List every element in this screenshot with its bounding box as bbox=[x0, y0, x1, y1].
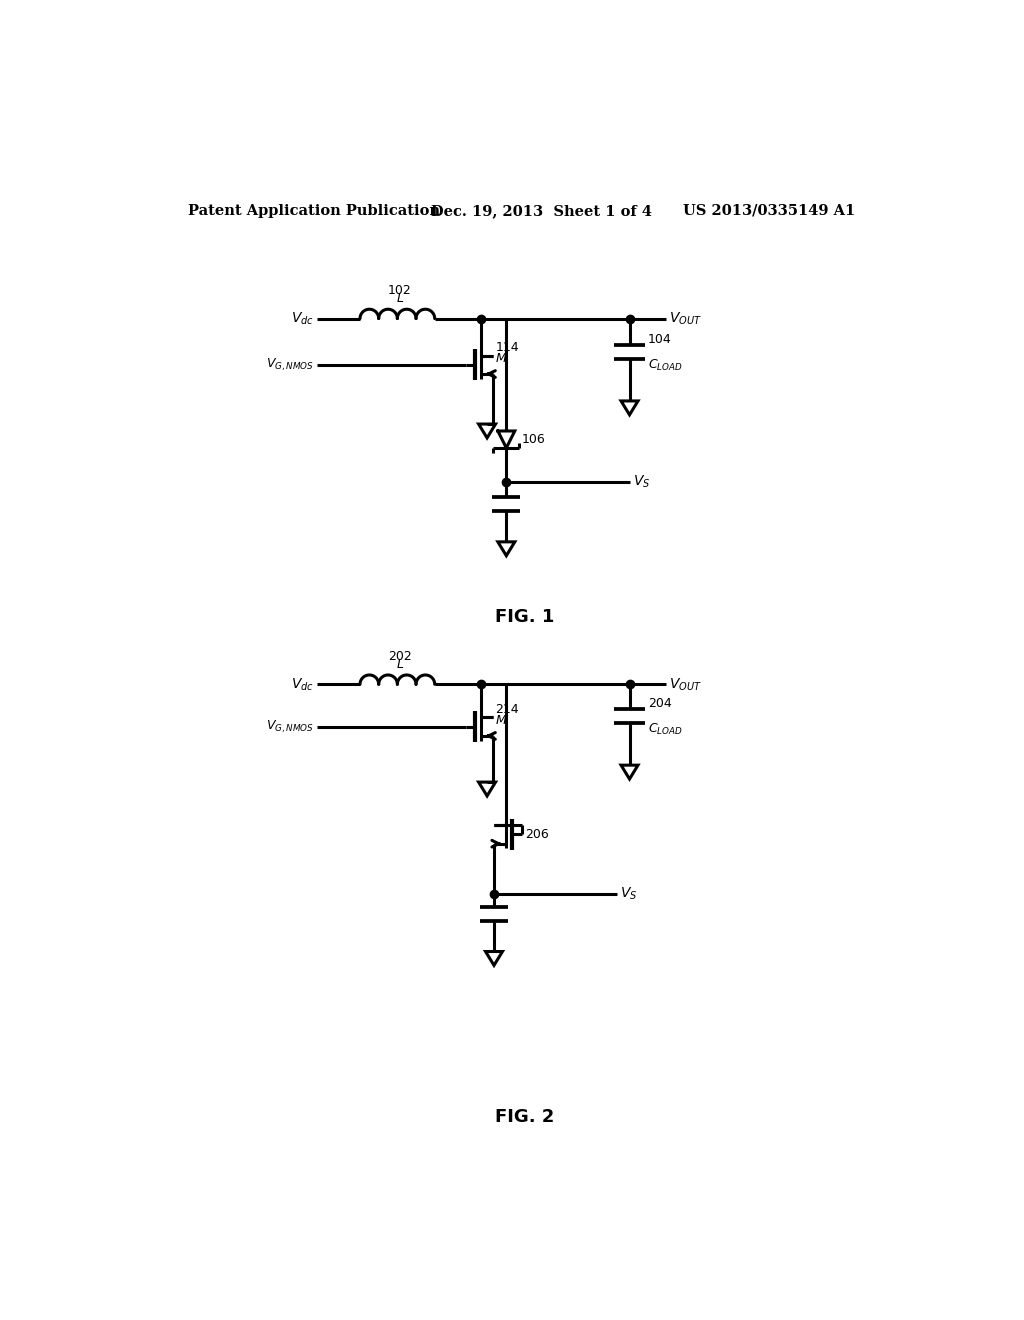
Text: 104: 104 bbox=[648, 333, 672, 346]
Text: US 2013/0335149 A1: US 2013/0335149 A1 bbox=[683, 203, 856, 218]
Text: $C_{LOAD}$: $C_{LOAD}$ bbox=[648, 358, 683, 374]
Text: L: L bbox=[396, 292, 403, 305]
Text: $V_S$: $V_S$ bbox=[621, 886, 638, 902]
Text: 204: 204 bbox=[648, 697, 672, 710]
Text: Dec. 19, 2013  Sheet 1 of 4: Dec. 19, 2013 Sheet 1 of 4 bbox=[431, 203, 652, 218]
Text: FIG. 1: FIG. 1 bbox=[496, 607, 554, 626]
Text: $V_{dc}$: $V_{dc}$ bbox=[291, 676, 313, 693]
Text: $V_{OUT}$: $V_{OUT}$ bbox=[669, 676, 701, 693]
Text: 106: 106 bbox=[521, 433, 546, 446]
Text: 206: 206 bbox=[524, 828, 549, 841]
Text: $V_S$: $V_S$ bbox=[633, 474, 650, 490]
Text: $V_{OUT}$: $V_{OUT}$ bbox=[669, 310, 701, 327]
Text: 214: 214 bbox=[496, 702, 519, 715]
Text: $C_{LOAD}$: $C_{LOAD}$ bbox=[648, 722, 683, 737]
Text: $V_{G,NMOS}$: $V_{G,NMOS}$ bbox=[266, 356, 313, 374]
Text: M: M bbox=[496, 714, 506, 726]
Text: 114: 114 bbox=[496, 341, 519, 354]
Text: FIG. 2: FIG. 2 bbox=[496, 1107, 554, 1126]
Text: 202: 202 bbox=[388, 649, 412, 663]
Text: Patent Application Publication: Patent Application Publication bbox=[188, 203, 440, 218]
Text: L: L bbox=[396, 659, 403, 671]
Text: $V_{dc}$: $V_{dc}$ bbox=[291, 310, 313, 327]
Text: M: M bbox=[496, 351, 506, 364]
Text: 102: 102 bbox=[388, 284, 412, 297]
Text: $V_{G,NMOS}$: $V_{G,NMOS}$ bbox=[266, 718, 313, 735]
